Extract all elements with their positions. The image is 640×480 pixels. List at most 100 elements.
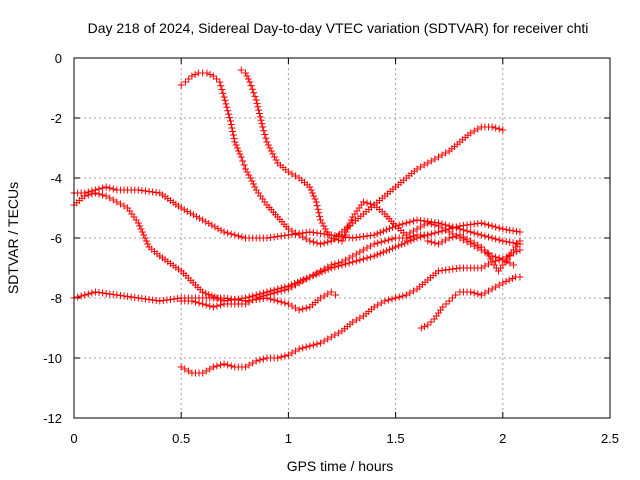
data-point-marker: [339, 234, 347, 242]
data-point-marker: [399, 220, 407, 228]
data-point-marker: [252, 294, 260, 302]
data-point-marker: [217, 301, 225, 309]
data-point-marker: [343, 225, 351, 233]
data-point-marker: [470, 289, 478, 297]
data-point-marker: [370, 231, 378, 239]
data-point-marker: [481, 232, 489, 240]
data-point-marker: [264, 141, 272, 149]
data-point-marker: [356, 248, 364, 256]
data-point-marker: [250, 89, 258, 97]
data-point-marker: [384, 236, 392, 244]
data-point-marker: [183, 207, 191, 215]
data-point-marker: [499, 279, 507, 287]
data-point-marker: [409, 227, 417, 235]
data-point-marker: [267, 290, 275, 298]
data-point-marker: [492, 235, 500, 243]
data-point-marker: [284, 300, 292, 308]
data-point-marker: [463, 235, 471, 243]
data-point-marker: [445, 228, 453, 236]
data-point-marker: [229, 128, 237, 135]
y-tick-label: -12: [43, 411, 62, 426]
data-point-marker: [345, 222, 353, 230]
data-point-marker: [224, 361, 232, 369]
data-point-marker: [370, 303, 378, 311]
data-point-marker: [385, 225, 393, 233]
data-point-marker: [424, 219, 432, 227]
data-point-marker: [327, 234, 335, 242]
data-point-marker: [288, 170, 296, 178]
data-point-marker: [266, 144, 274, 152]
data-point-marker: [302, 275, 310, 283]
data-point-marker: [492, 253, 500, 261]
data-point-marker: [376, 249, 384, 257]
series-s4: [177, 231, 432, 311]
data-point-marker: [342, 256, 350, 264]
data-point-marker: [427, 238, 435, 246]
data-point-marker: [306, 273, 314, 281]
data-point-marker: [508, 275, 516, 282]
x-tick-label: 0.5: [172, 431, 190, 446]
data-point-marker: [474, 241, 482, 249]
data-point-marker: [359, 246, 367, 254]
data-point-marker: [484, 249, 492, 257]
data-point-marker: [249, 180, 257, 188]
data-point-marker: [421, 323, 429, 330]
data-point-marker: [314, 205, 322, 213]
data-point-marker: [456, 231, 464, 239]
data-point-marker: [477, 264, 485, 272]
data-point-marker: [317, 339, 325, 347]
data-point-marker: [481, 246, 489, 254]
series-s8: [417, 273, 524, 332]
data-point-marker: [499, 237, 507, 245]
data-point-marker: [505, 276, 513, 284]
data-point-marker: [199, 369, 207, 377]
data-point-marker: [331, 331, 339, 339]
data-point-marker: [177, 363, 185, 371]
data-point-marker: [288, 302, 296, 310]
data-point-marker: [467, 129, 475, 137]
data-point-marker: [223, 103, 231, 111]
data-point-marker: [237, 153, 245, 161]
data-point-marker: [442, 226, 450, 234]
data-point-marker: [424, 231, 432, 239]
data-point-marker: [199, 300, 207, 308]
data-point-marker: [331, 260, 339, 268]
data-point-marker: [516, 228, 524, 236]
data-point-marker: [388, 295, 396, 303]
data-point-marker: [409, 287, 417, 295]
data-point-marker: [295, 306, 303, 314]
data-point-marker: [141, 234, 149, 242]
data-point-marker: [324, 238, 332, 246]
data-point-marker: [424, 321, 432, 329]
data-point-marker: [342, 228, 350, 236]
data-point-marker: [236, 150, 244, 158]
data-point-marker: [495, 281, 503, 289]
data-point-marker: [474, 125, 482, 133]
data-point-marker: [281, 286, 289, 294]
data-point-marker: [377, 299, 385, 307]
data-point-marker: [374, 301, 382, 309]
data-series: [70, 66, 524, 377]
data-point-marker: [311, 195, 319, 203]
data-point-marker: [302, 235, 310, 243]
data-point-marker: [499, 126, 507, 134]
data-point-marker: [220, 360, 228, 368]
data-point-marker: [142, 237, 150, 245]
data-point-marker: [442, 300, 450, 308]
data-point-marker: [320, 337, 328, 345]
data-point-marker: [381, 237, 389, 245]
data-point-marker: [249, 296, 257, 304]
data-point-marker: [261, 131, 269, 138]
data-point-marker: [217, 82, 225, 90]
data-point-marker: [202, 218, 210, 226]
y-tick-label: -2: [50, 111, 62, 126]
data-point-marker: [116, 200, 124, 208]
data-point-marker: [202, 301, 210, 309]
data-point-marker: [228, 124, 236, 132]
data-point-marker: [211, 223, 219, 231]
data-point-marker: [95, 185, 103, 193]
data-point-marker: [232, 141, 240, 149]
data-point-marker: [477, 291, 485, 299]
data-point-marker: [509, 227, 517, 235]
data-point-marker: [439, 303, 447, 311]
